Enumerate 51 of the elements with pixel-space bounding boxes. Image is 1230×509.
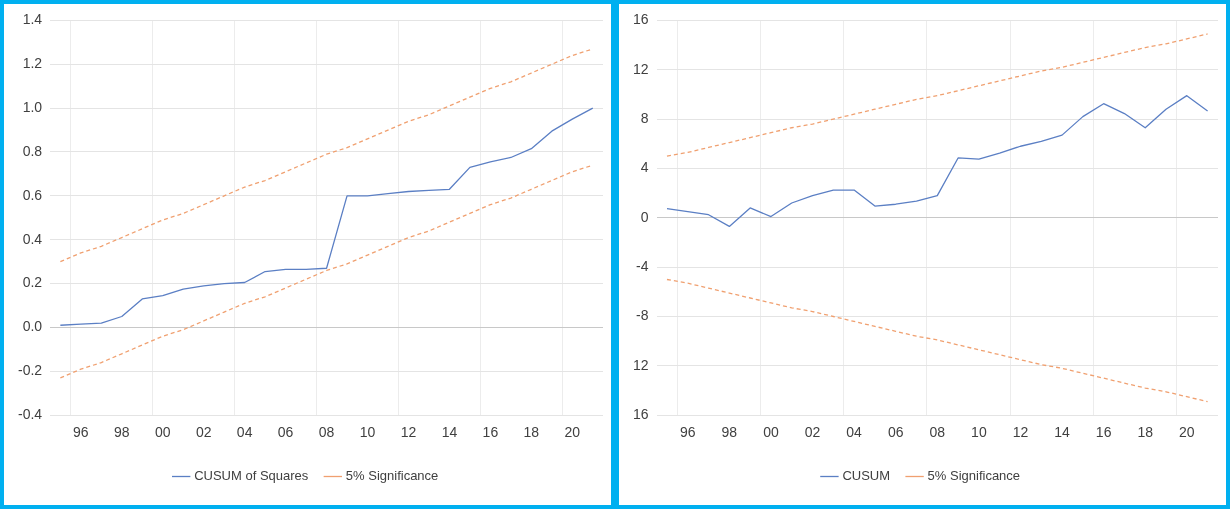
x-tick-label: 20: [1179, 424, 1195, 441]
x-tick-label: 98: [721, 424, 738, 441]
x-tick-label: 16: [1095, 424, 1112, 441]
x-tick-label: 12: [400, 424, 417, 441]
y-tick-label: 0.6: [22, 186, 43, 203]
legend-label: CUSUM: [842, 468, 891, 484]
x-tick-label: 02: [804, 424, 821, 441]
y-tick-label: 0: [640, 208, 649, 225]
y-tick-label: -0.2: [18, 362, 43, 379]
y-tick-label: 1.4: [22, 11, 43, 28]
y-tick-label: 8: [640, 109, 649, 126]
line-series: [666, 33, 1209, 157]
x-tick-label: 96: [679, 424, 696, 441]
y-tick-label: 16: [632, 406, 649, 423]
x-tick-label: 04: [236, 424, 253, 441]
x-tick-label: 14: [1054, 424, 1071, 441]
x-tick-label: 00: [763, 424, 779, 441]
x-tick-label: 14: [441, 424, 458, 441]
line-series: [666, 278, 1209, 403]
y-tick-label: -4: [636, 258, 649, 275]
y-tick-label: 0.4: [22, 230, 43, 247]
x-tick-label: 10: [971, 424, 987, 441]
x-tick-label: 08: [318, 424, 335, 441]
x-tick-label: 02: [195, 424, 212, 441]
y-tick-label: 1.0: [22, 98, 43, 115]
legend-label: CUSUM of Squares: [194, 468, 309, 484]
legend-label: 5% Significance: [927, 468, 1021, 484]
y-tick-label: 4: [640, 159, 649, 176]
x-tick-label: 06: [277, 424, 294, 441]
x-tick-label: 04: [846, 424, 863, 441]
y-tick-label: 12: [632, 60, 649, 77]
x-tick-label: 18: [523, 424, 540, 441]
y-tick-label: 1.2: [22, 55, 43, 72]
y-tick-label: 0.2: [22, 274, 43, 291]
x-tick-label: 20: [564, 424, 581, 441]
y-tick-label: 12: [632, 356, 649, 373]
legend-label: 5% Significance: [345, 468, 439, 484]
x-tick-label: 96: [73, 424, 89, 441]
y-tick-label: 16: [632, 11, 649, 28]
x-tick-label: 10: [359, 424, 376, 441]
y-tick-label: 0.0: [22, 318, 43, 335]
x-tick-label: 12: [1012, 424, 1029, 441]
x-tick-label: 00: [154, 424, 171, 441]
x-tick-label: 16: [482, 424, 499, 441]
y-tick-label: -8: [636, 307, 649, 324]
y-tick-label: 0.8: [22, 142, 43, 159]
x-tick-label: 08: [929, 424, 946, 441]
x-tick-label: 06: [887, 424, 904, 441]
x-tick-label: 98: [114, 424, 130, 441]
y-tick-label: -0.4: [18, 406, 43, 423]
x-tick-label: 18: [1137, 424, 1154, 441]
